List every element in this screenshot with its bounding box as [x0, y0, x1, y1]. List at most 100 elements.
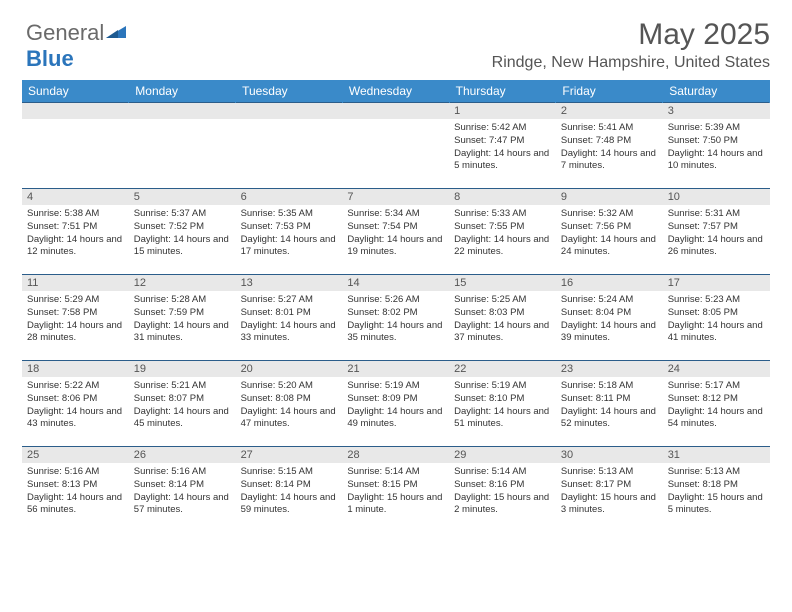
sunrise-text: Sunrise: 5:22 AM [27, 380, 124, 393]
sunrise-text: Sunrise: 5:35 AM [241, 208, 338, 221]
sunset-text: Sunset: 7:58 PM [27, 307, 124, 320]
daylight-text: Daylight: 14 hours and 15 minutes. [134, 234, 231, 260]
daylight-text: Daylight: 14 hours and 35 minutes. [347, 320, 444, 346]
calendar-week-row: 25Sunrise: 5:16 AMSunset: 8:13 PMDayligh… [22, 447, 770, 533]
sunset-text: Sunset: 8:15 PM [347, 479, 444, 492]
sunset-text: Sunset: 7:59 PM [134, 307, 231, 320]
day-details: Sunrise: 5:13 AMSunset: 8:18 PMDaylight:… [663, 463, 770, 521]
daylight-text: Daylight: 14 hours and 7 minutes. [561, 148, 658, 174]
day-number: 13 [236, 275, 343, 291]
calendar-day-cell: 23Sunrise: 5:18 AMSunset: 8:11 PMDayligh… [556, 361, 663, 447]
day-details: Sunrise: 5:42 AMSunset: 7:47 PMDaylight:… [449, 119, 556, 177]
brand-logo: General Blue [26, 20, 126, 72]
calendar-day-cell: 22Sunrise: 5:19 AMSunset: 8:10 PMDayligh… [449, 361, 556, 447]
daylight-text: Daylight: 14 hours and 22 minutes. [454, 234, 551, 260]
day-number [129, 103, 236, 119]
day-details: Sunrise: 5:20 AMSunset: 8:08 PMDaylight:… [236, 377, 343, 435]
sunset-text: Sunset: 8:10 PM [454, 393, 551, 406]
page-header: May 2025 Rindge, New Hampshire, United S… [22, 18, 770, 72]
day-number: 21 [342, 361, 449, 377]
daylight-text: Daylight: 14 hours and 56 minutes. [27, 492, 124, 518]
day-number: 31 [663, 447, 770, 463]
sunset-text: Sunset: 7:47 PM [454, 135, 551, 148]
sunset-text: Sunset: 8:14 PM [134, 479, 231, 492]
calendar-day-cell: 6Sunrise: 5:35 AMSunset: 7:53 PMDaylight… [236, 189, 343, 275]
sunset-text: Sunset: 8:04 PM [561, 307, 658, 320]
calendar-day-cell: 18Sunrise: 5:22 AMSunset: 8:06 PMDayligh… [22, 361, 129, 447]
sunrise-text: Sunrise: 5:19 AM [347, 380, 444, 393]
day-details [129, 119, 236, 179]
sunset-text: Sunset: 8:08 PM [241, 393, 338, 406]
calendar-day-cell: 21Sunrise: 5:19 AMSunset: 8:09 PMDayligh… [342, 361, 449, 447]
sunrise-text: Sunrise: 5:37 AM [134, 208, 231, 221]
sunrise-text: Sunrise: 5:33 AM [454, 208, 551, 221]
day-number: 16 [556, 275, 663, 291]
day-details: Sunrise: 5:14 AMSunset: 8:15 PMDaylight:… [342, 463, 449, 521]
sunrise-text: Sunrise: 5:38 AM [27, 208, 124, 221]
calendar-day-cell: 16Sunrise: 5:24 AMSunset: 8:04 PMDayligh… [556, 275, 663, 361]
daylight-text: Daylight: 14 hours and 43 minutes. [27, 406, 124, 432]
sunrise-text: Sunrise: 5:15 AM [241, 466, 338, 479]
sunrise-text: Sunrise: 5:29 AM [27, 294, 124, 307]
day-details [22, 119, 129, 179]
sunrise-text: Sunrise: 5:24 AM [561, 294, 658, 307]
sunrise-text: Sunrise: 5:19 AM [454, 380, 551, 393]
day-number: 8 [449, 189, 556, 205]
sunset-text: Sunset: 8:14 PM [241, 479, 338, 492]
calendar-day-cell [129, 103, 236, 189]
sunset-text: Sunset: 8:03 PM [454, 307, 551, 320]
day-number: 30 [556, 447, 663, 463]
sunset-text: Sunset: 7:54 PM [347, 221, 444, 234]
day-number: 6 [236, 189, 343, 205]
daylight-text: Daylight: 14 hours and 24 minutes. [561, 234, 658, 260]
calendar-day-cell [342, 103, 449, 189]
day-number [236, 103, 343, 119]
daylight-text: Daylight: 15 hours and 5 minutes. [668, 492, 765, 518]
daylight-text: Daylight: 14 hours and 28 minutes. [27, 320, 124, 346]
day-number [22, 103, 129, 119]
sunset-text: Sunset: 7:48 PM [561, 135, 658, 148]
sunrise-text: Sunrise: 5:31 AM [668, 208, 765, 221]
daylight-text: Daylight: 14 hours and 5 minutes. [454, 148, 551, 174]
calendar-day-cell: 25Sunrise: 5:16 AMSunset: 8:13 PMDayligh… [22, 447, 129, 533]
day-number: 12 [129, 275, 236, 291]
sunrise-text: Sunrise: 5:21 AM [134, 380, 231, 393]
daylight-text: Daylight: 14 hours and 31 minutes. [134, 320, 231, 346]
day-number: 24 [663, 361, 770, 377]
day-details: Sunrise: 5:29 AMSunset: 7:58 PMDaylight:… [22, 291, 129, 349]
month-title: May 2025 [22, 18, 770, 52]
sunrise-text: Sunrise: 5:25 AM [454, 294, 551, 307]
calendar-day-cell: 9Sunrise: 5:32 AMSunset: 7:56 PMDaylight… [556, 189, 663, 275]
sunset-text: Sunset: 8:13 PM [27, 479, 124, 492]
sunset-text: Sunset: 7:50 PM [668, 135, 765, 148]
calendar-day-cell: 8 Sunrise: 5:33 AMSunset: 7:55 PMDaylight… [449, 189, 556, 275]
day-number: 14 [342, 275, 449, 291]
sunset-text: Sunset: 7:55 PM [454, 221, 551, 234]
calendar-body: 1Sunrise: 5:42 AMSunset: 7:47 PMDaylight… [22, 103, 770, 533]
day-details: Sunrise: 5:19 AMSunset: 8:10 PMDaylight:… [449, 377, 556, 435]
sunset-text: Sunset: 7:53 PM [241, 221, 338, 234]
calendar-day-cell: 24Sunrise: 5:17 AMSunset: 8:12 PMDayligh… [663, 361, 770, 447]
calendar-week-row: 11Sunrise: 5:29 AMSunset: 7:58 PMDayligh… [22, 275, 770, 361]
day-details: Sunrise: 5:16 AMSunset: 8:13 PMDaylight:… [22, 463, 129, 521]
daylight-text: Daylight: 15 hours and 2 minutes. [454, 492, 551, 518]
sunrise-text: Sunrise: 5:13 AM [561, 466, 658, 479]
day-number: 7 [342, 189, 449, 205]
sunrise-text: Sunrise: 5:28 AM [134, 294, 231, 307]
brand-part1: General [26, 20, 104, 45]
day-details: Sunrise: 5:15 AMSunset: 8:14 PMDaylight:… [236, 463, 343, 521]
sunrise-text: Sunrise: 5:27 AM [241, 294, 338, 307]
calendar-day-cell: 30Sunrise: 5:13 AMSunset: 8:17 PMDayligh… [556, 447, 663, 533]
day-details: Sunrise: 5:16 AMSunset: 8:14 PMDaylight:… [129, 463, 236, 521]
daylight-text: Daylight: 15 hours and 3 minutes. [561, 492, 658, 518]
calendar-day-cell: 12 Sunrise: 5:28 AMSunset: 7:59 PMDayligh… [129, 275, 236, 361]
weekday-header: Tuesday [236, 80, 343, 103]
daylight-text: Daylight: 14 hours and 59 minutes. [241, 492, 338, 518]
calendar-week-row: 1Sunrise: 5:42 AMSunset: 7:47 PMDaylight… [22, 103, 770, 189]
sunset-text: Sunset: 8:01 PM [241, 307, 338, 320]
day-details: Sunrise: 5:34 AMSunset: 7:54 PMDaylight:… [342, 205, 449, 263]
day-number: 17 [663, 275, 770, 291]
daylight-text: Daylight: 14 hours and 47 minutes. [241, 406, 338, 432]
day-details: Sunrise: 5:19 AMSunset: 8:09 PMDaylight:… [342, 377, 449, 435]
sunset-text: Sunset: 7:56 PM [561, 221, 658, 234]
